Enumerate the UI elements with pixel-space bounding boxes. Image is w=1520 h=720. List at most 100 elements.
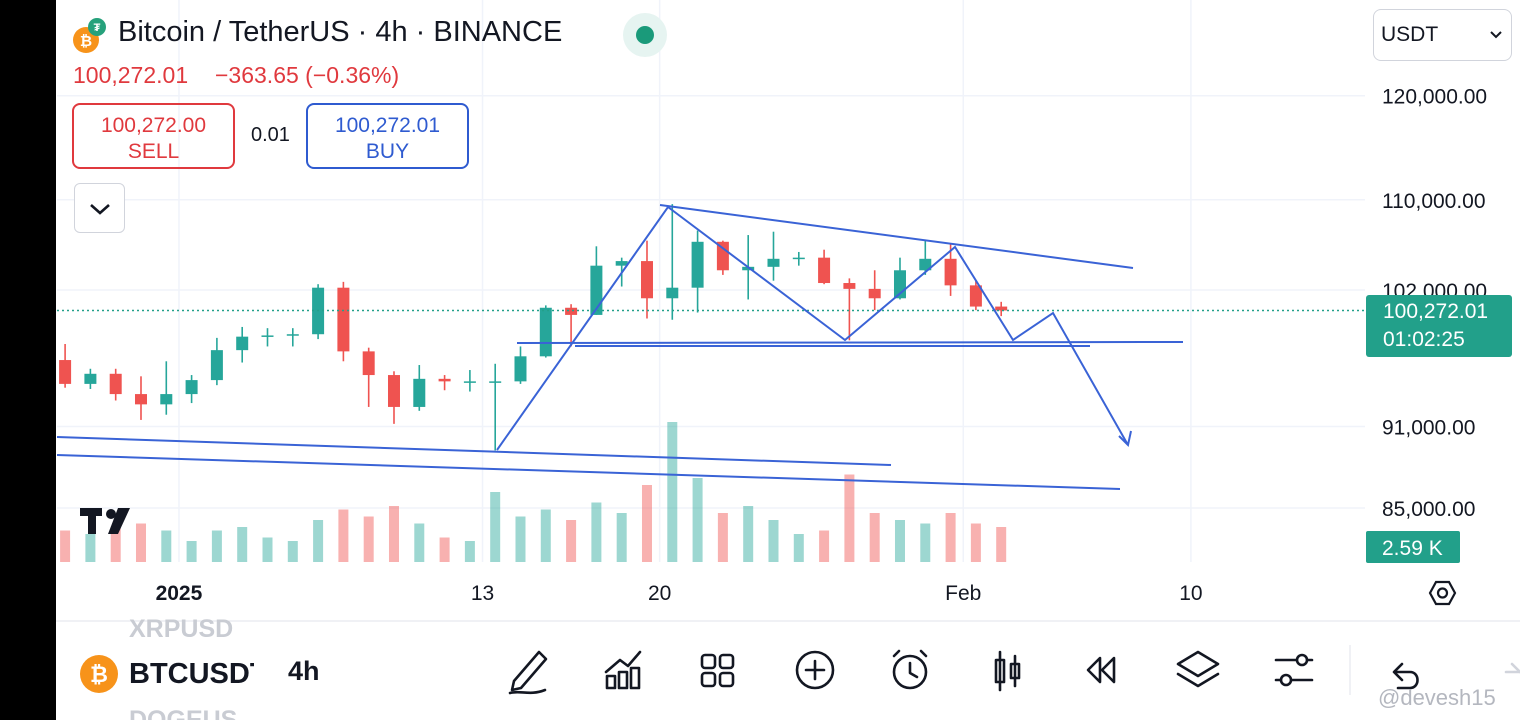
price-box-value: 100,272.01 bbox=[1383, 300, 1488, 323]
drawings bbox=[56, 204, 1184, 490]
trend-line bbox=[659, 204, 1134, 269]
candle-body bbox=[767, 258, 780, 267]
volume-bar bbox=[566, 520, 577, 562]
symbol-item[interactable]: DOGEUS bbox=[129, 706, 237, 720]
symbol-item[interactable]: XRPUSD bbox=[129, 615, 233, 643]
volume-bar bbox=[161, 530, 172, 562]
layers-tool[interactable] bbox=[1176, 650, 1220, 688]
x-tick-label: 10 bbox=[1179, 582, 1202, 605]
volume-bar bbox=[768, 520, 779, 562]
volume-bar bbox=[338, 509, 349, 562]
volume-bar bbox=[186, 541, 197, 562]
candle-body bbox=[640, 261, 653, 299]
svg-text:₮: ₮ bbox=[94, 22, 101, 34]
candle-body bbox=[236, 336, 249, 351]
candle-body bbox=[210, 350, 223, 381]
volume-bar bbox=[85, 534, 96, 562]
volume-bar bbox=[692, 478, 703, 562]
candle-body bbox=[565, 307, 578, 315]
volume-bar bbox=[313, 520, 324, 562]
svg-text:₿: ₿ bbox=[80, 33, 92, 50]
zigzag-projection bbox=[496, 205, 1129, 451]
market-status[interactable] bbox=[622, 12, 668, 58]
candle-body bbox=[286, 334, 299, 336]
candle-body bbox=[615, 261, 628, 266]
candle-body bbox=[185, 380, 198, 395]
volume-bar bbox=[894, 520, 905, 562]
volume-bar bbox=[211, 530, 222, 562]
volume-bar bbox=[945, 513, 956, 562]
sell-button[interactable]: 100,272.00 SELL bbox=[72, 103, 235, 169]
settings-tool[interactable] bbox=[1274, 653, 1314, 687]
candle-body bbox=[590, 265, 603, 315]
select-arrow bbox=[1490, 31, 1502, 39]
candle-body bbox=[489, 381, 502, 383]
volume-bar bbox=[490, 492, 501, 562]
redo-tool[interactable] bbox=[1504, 662, 1520, 674]
y-tick-label: 110,000.00 bbox=[1382, 190, 1486, 213]
volume-bar bbox=[414, 523, 425, 562]
volume-bar bbox=[363, 516, 374, 562]
undo-tool[interactable] bbox=[1392, 662, 1419, 690]
candle-body bbox=[792, 257, 805, 260]
interval[interactable]: 4h bbox=[288, 656, 320, 686]
symbol-current[interactable]: BTCUSDT bbox=[129, 658, 268, 690]
draw-tool[interactable] bbox=[508, 650, 548, 695]
candle-body bbox=[109, 373, 122, 395]
tv-logo bbox=[80, 508, 130, 534]
alert-tool[interactable] bbox=[892, 649, 928, 690]
buy-button[interactable]: 100,272.01 BUY bbox=[306, 103, 469, 169]
candle-body bbox=[691, 241, 704, 288]
btc-icon bbox=[80, 655, 118, 693]
layouts-tool[interactable] bbox=[700, 653, 735, 688]
chart-type-tool[interactable] bbox=[994, 650, 1021, 692]
volume-bar bbox=[439, 537, 450, 562]
volume-bar bbox=[388, 506, 399, 562]
volume-bar bbox=[464, 541, 475, 562]
candle-body bbox=[387, 375, 400, 407]
indicators-tool[interactable] bbox=[604, 650, 642, 690]
volume-bar bbox=[920, 523, 931, 562]
volume-bar bbox=[667, 422, 678, 562]
settings-button[interactable] bbox=[1428, 580, 1457, 606]
y-tick-label: 91,000.00 bbox=[1382, 416, 1475, 439]
last-price: 100,272.01 bbox=[73, 62, 189, 88]
collapse-button[interactable] bbox=[74, 183, 125, 233]
volume-bar bbox=[970, 523, 981, 562]
candle-body bbox=[919, 258, 932, 271]
candle-body bbox=[337, 287, 350, 352]
volume-bar bbox=[262, 537, 273, 562]
candle-body bbox=[413, 378, 426, 407]
support-line bbox=[516, 341, 1184, 344]
volume-bar bbox=[135, 523, 146, 562]
add-tool[interactable] bbox=[795, 650, 835, 690]
sell-label: SELL bbox=[127, 140, 180, 163]
volume-bar bbox=[515, 516, 526, 562]
plot-area bbox=[57, 0, 1365, 562]
volume-bar bbox=[616, 513, 627, 562]
y-tick-label: 85,000.00 bbox=[1382, 498, 1475, 521]
x-tick-label: 13 bbox=[471, 582, 494, 605]
volume-bar bbox=[237, 527, 248, 562]
candle-body bbox=[868, 288, 881, 299]
price-change: −363.65 (−0.36%) bbox=[215, 62, 400, 88]
x-tick-label: Feb bbox=[945, 582, 981, 605]
volume-bar bbox=[996, 527, 1007, 562]
currency-label: USDT bbox=[1381, 23, 1439, 46]
channel-line bbox=[56, 454, 1121, 490]
candle-body bbox=[666, 287, 679, 299]
currency-select[interactable]: USDT bbox=[1373, 9, 1512, 61]
replay-tool[interactable] bbox=[1086, 656, 1116, 684]
sell-price: 100,272.00 bbox=[100, 114, 207, 137]
watermark: @devesh15 bbox=[1378, 685, 1496, 710]
candle-body bbox=[742, 266, 755, 271]
channel-line bbox=[56, 436, 892, 466]
volume-box bbox=[1366, 531, 1460, 563]
volume-bar bbox=[717, 513, 728, 562]
arrow-head bbox=[1118, 430, 1132, 448]
volume-bar bbox=[641, 485, 652, 562]
volume-bar bbox=[869, 513, 880, 562]
